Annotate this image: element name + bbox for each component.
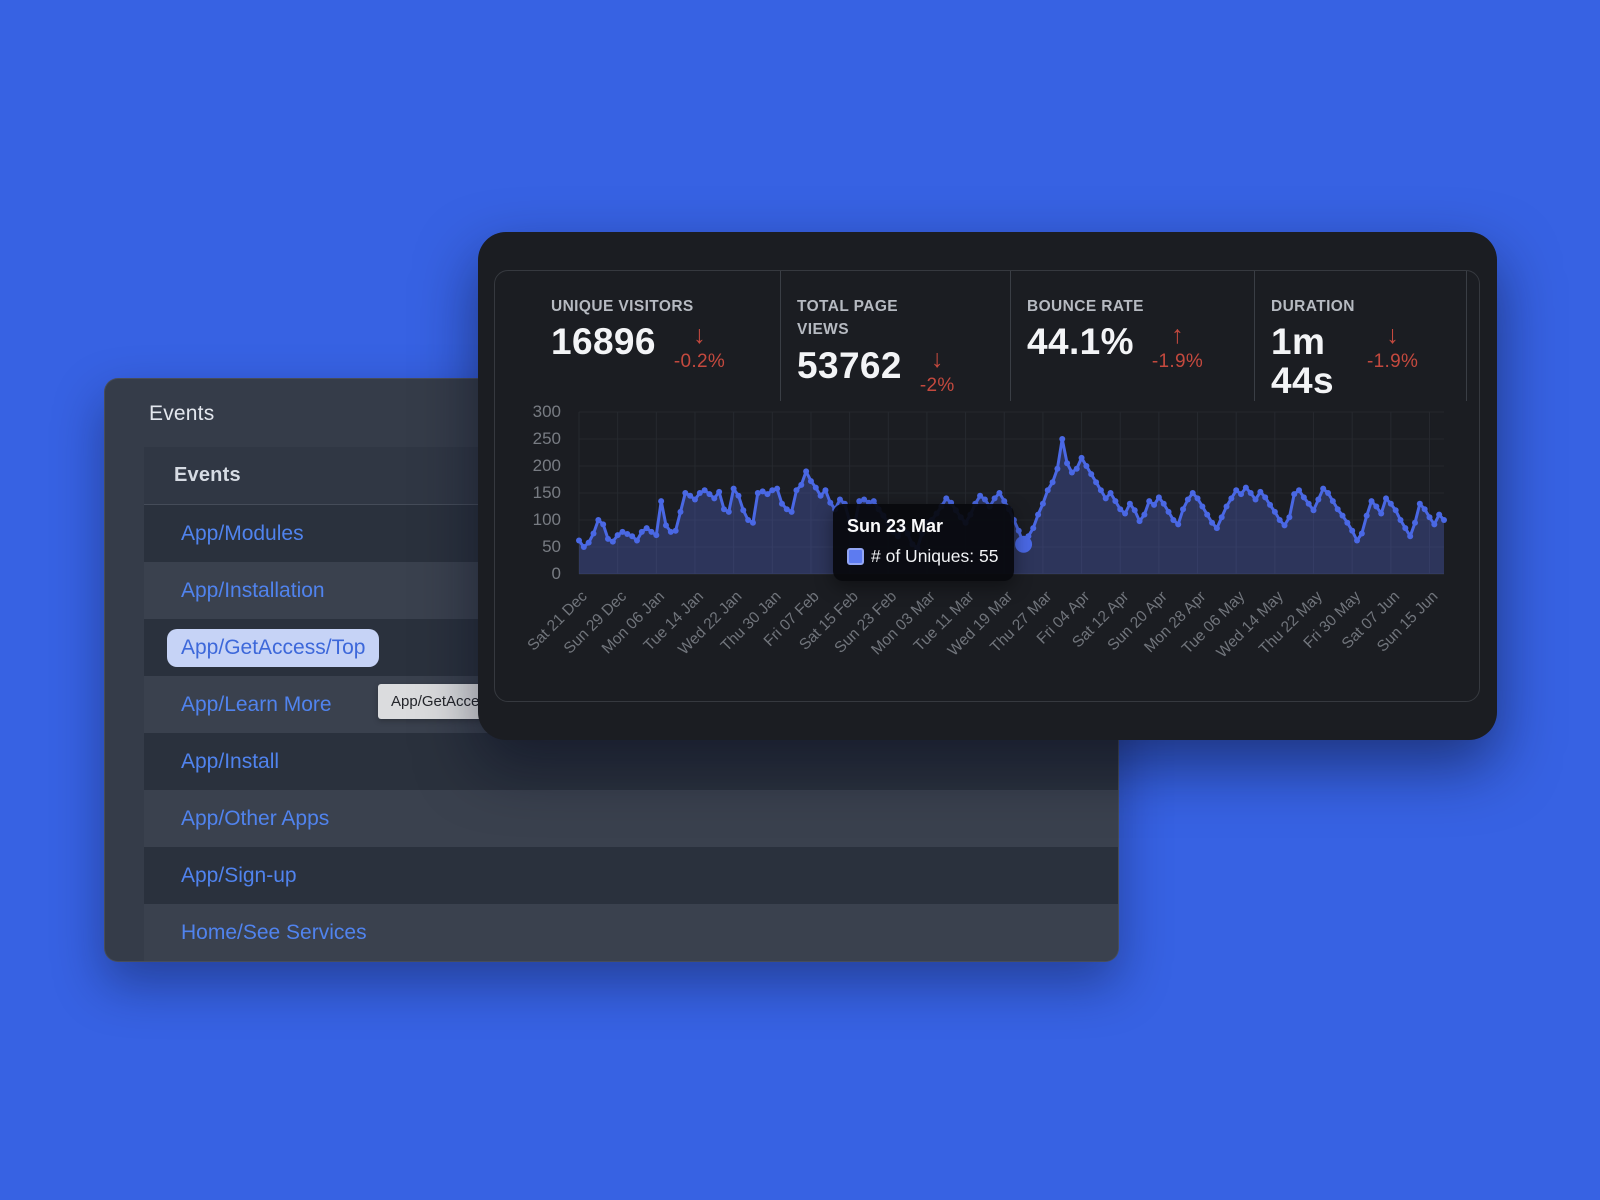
highlighted-data-point — [1015, 535, 1033, 553]
stat-label: UNIQUE VISITORS — [551, 298, 694, 315]
stat-delta: ↑ -1.9% — [1152, 323, 1203, 373]
stat-block: UNIQUE VISITORS 16896 ↓ -0.2% — [495, 271, 781, 401]
uniques-chart: Sat 21 Dec Sun 29 Dec Mon 06 Jan Tue 14 Jan… — [495, 401, 1479, 701]
stat-main: 53762 ↓ -2% — [797, 344, 1002, 397]
chart-tooltip-row: # of Uniques: 55 — [847, 546, 998, 567]
y-axis-label: 200 — [532, 456, 561, 475]
analytics-inner-box: UNIQUE VISITORS 16896 ↓ -0.2% TOTAL PAGE… — [494, 270, 1480, 702]
analytics-panel: UNIQUE VISITORS 16896 ↓ -0.2% TOTAL PAGE… — [478, 232, 1497, 740]
y-axis-label: 150 — [532, 483, 561, 502]
chart-tooltip-title: Sun 23 Mar — [847, 516, 944, 536]
y-axis-label: 250 — [532, 429, 561, 448]
chart-tooltip: Sun 23 Mar # of Uniques: 55 — [833, 504, 1015, 581]
event-row-label: App/Other Apps — [181, 806, 330, 830]
stat-label: DURATION — [1271, 298, 1355, 315]
stat-value: 53762 — [797, 344, 902, 386]
chart-tooltip-value: # of Uniques: 55 — [871, 546, 999, 566]
y-axis-label: 50 — [542, 537, 561, 556]
stat-main: 16896 ↓ -0.2% — [551, 321, 772, 373]
stat-delta: ↓ -0.2% — [674, 323, 725, 373]
stat-block: TOTAL PAGE VIEWS 53762 ↓ -2% — [781, 271, 1011, 401]
stat-label: TOTAL PAGE VIEWS — [797, 298, 899, 339]
stat-delta-percent: -1.9% — [1151, 351, 1204, 373]
stat-value: 1m 44s — [1271, 321, 1334, 402]
y-axis-label: 100 — [532, 510, 561, 529]
events-panel-title: Events — [149, 402, 215, 425]
stat-label: BOUNCE RATE — [1027, 298, 1144, 315]
event-row-label: App/Sign-up — [181, 863, 297, 887]
event-row[interactable]: App/Install — [144, 733, 1118, 790]
event-row-label: App/Learn More — [181, 692, 332, 716]
y-axis-label: 300 — [532, 402, 561, 421]
trend-down-icon: ↓ — [930, 344, 944, 373]
stats-row: UNIQUE VISITORS 16896 ↓ -0.2% TOTAL PAGE… — [495, 271, 1479, 401]
series-swatch-icon — [847, 548, 864, 565]
stat-value: 16896 — [551, 321, 656, 363]
events-table-header-label: Events — [174, 464, 241, 486]
event-row[interactable]: App/Other Apps — [144, 790, 1118, 847]
event-row-label: App/Install — [181, 749, 280, 773]
stat-delta-percent: -0.2% — [673, 351, 726, 373]
event-row-label: App/GetAccess/Top — [167, 628, 380, 667]
event-row[interactable]: App/Sign-up — [144, 847, 1118, 904]
event-row-label: App/Modules — [181, 521, 304, 545]
event-row[interactable]: Home/See Services — [144, 904, 1118, 961]
stat-main: 44.1% ↑ -1.9% — [1027, 321, 1246, 373]
event-row-label: Home/See Services — [181, 920, 367, 944]
y-axis-label: 0 — [551, 564, 561, 583]
stat-block: BOUNCE RATE 44.1% ↑ -1.9% — [1011, 271, 1255, 401]
chart-plot-area[interactable] — [576, 411, 1447, 575]
stat-main: 1m 44s ↓ -1.9% — [1271, 321, 1458, 402]
stat-delta-percent: -2% — [919, 374, 955, 396]
event-row-label: App/Installation — [181, 578, 325, 602]
stat-delta-percent: -1.9% — [1367, 351, 1419, 373]
stat-delta: ↓ -1.9% — [1367, 323, 1418, 373]
trend-down-icon: ↓ — [1386, 321, 1399, 350]
stat-block: DURATION 1m 44s ↓ -1.9% — [1255, 271, 1467, 401]
stat-value: 44.1% — [1027, 321, 1134, 363]
stat-delta: ↓ -2% — [919, 344, 955, 397]
trend-down-icon: ↓ — [693, 321, 706, 350]
trend-up-icon: ↑ — [1171, 321, 1184, 350]
